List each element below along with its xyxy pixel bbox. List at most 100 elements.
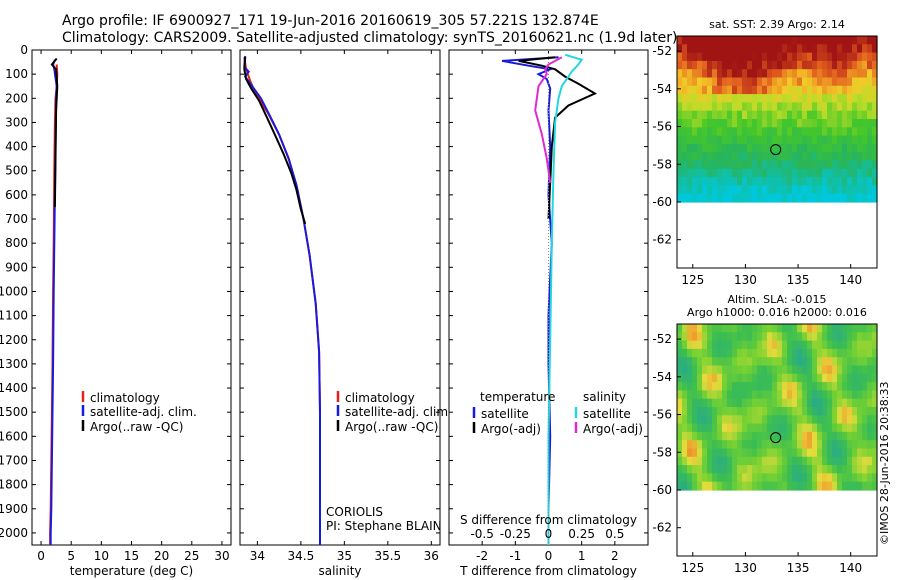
heatmap-cell: [862, 36, 868, 45]
heatmap-cell: [702, 44, 708, 54]
sla_map-ytick-label: -52: [652, 332, 672, 346]
heatmap-cell: [727, 77, 733, 87]
heatmap-cell: [712, 348, 718, 358]
heatmap-cell: [862, 340, 868, 350]
heatmap-cell: [772, 365, 778, 375]
heatmap-cell: [707, 373, 713, 383]
heatmap-cell: [752, 415, 758, 425]
heatmap-cell: [792, 69, 798, 79]
heatmap-cell: [677, 52, 683, 62]
legend-label: Argo(..raw -QC): [345, 420, 438, 434]
heatmap-cell: [767, 456, 773, 466]
heatmap-cell: [857, 440, 863, 450]
heatmap-cell: [707, 324, 713, 333]
heatmap-cell: [817, 332, 823, 342]
heatmap-cell: [752, 440, 758, 450]
heatmap-cell: [762, 160, 768, 170]
heatmap-cell: [702, 110, 708, 120]
heatmap-cell: [732, 85, 738, 95]
heatmap-cell: [677, 102, 683, 112]
heatmap-cell: [772, 415, 778, 425]
heatmap-cell: [852, 193, 858, 203]
heatmap-cell: [782, 185, 788, 195]
heatmap-cell: [732, 168, 738, 178]
heatmap-cell: [822, 448, 828, 458]
heatmap-cell: [762, 324, 768, 333]
heatmap-cell: [787, 77, 793, 87]
heatmap-cell: [767, 465, 773, 474]
heatmap-cell: [807, 382, 813, 391]
heatmap-cell: [817, 185, 823, 195]
heatmap-cell: [782, 177, 788, 186]
heatmap-cell: [712, 102, 718, 112]
heatmap-cell: [822, 193, 828, 203]
heatmap-cell: [862, 193, 868, 203]
heatmap-cell: [802, 85, 808, 95]
heatmap-cell: [837, 60, 843, 70]
heatmap-cell: [797, 185, 803, 195]
heatmap-cell: [697, 365, 703, 375]
heatmap-cell: [867, 348, 873, 358]
heatmap-cell: [847, 127, 853, 137]
heatmap-cell: [812, 94, 818, 103]
heatmap-cell: [772, 177, 778, 186]
heatmap-cell: [837, 481, 843, 491]
heatmap-cell: [742, 398, 748, 408]
heatmap-cell: [847, 177, 853, 186]
heatmap-cell: [677, 365, 683, 375]
heatmap-cell: [857, 473, 863, 483]
heatmap-cell: [817, 44, 823, 54]
heatmap-cell: [702, 60, 708, 70]
heatmap-cell: [727, 390, 733, 400]
heatmap-cell: [702, 36, 708, 45]
heatmap-cell: [812, 431, 818, 441]
heatmap-cell: [697, 52, 703, 62]
heatmap-cell: [697, 324, 703, 333]
heatmap-cell: [802, 152, 808, 162]
heatmap-cell: [847, 448, 853, 458]
heatmap-cell: [847, 168, 853, 178]
heatmap-cell: [827, 332, 833, 342]
heatmap-cell: [817, 382, 823, 391]
heatmap-cell: [822, 465, 828, 474]
heatmap-cell: [702, 473, 708, 483]
heatmap-cell: [767, 152, 773, 162]
heatmap-cell: [702, 390, 708, 400]
heatmap-cell: [792, 423, 798, 433]
heatmap-cell: [827, 448, 833, 458]
heatmap-cell: [867, 332, 873, 342]
heatmap-cell: [827, 69, 833, 79]
heatmap-cell: [867, 365, 873, 375]
heatmap-cell: [867, 456, 873, 466]
annotation-datacentre: CORIOLIS: [326, 505, 383, 519]
heatmap-cell: [707, 52, 713, 62]
heatmap-cell: [782, 102, 788, 112]
heatmap-cell: [797, 69, 803, 79]
heatmap-cell: [737, 357, 743, 367]
heatmap-cell: [872, 390, 878, 400]
heatmap-cell: [802, 423, 808, 433]
heatmap-cell: [767, 177, 773, 186]
heatmap-cell: [712, 465, 718, 474]
heatmap-cell: [817, 473, 823, 483]
heatmap-cell: [772, 52, 778, 62]
heatmap-cell: [807, 357, 813, 367]
heatmap-cell: [777, 94, 783, 103]
heatmap-cell: [767, 168, 773, 178]
heatmap-cell: [822, 127, 828, 137]
heatmap-cell: [677, 143, 683, 153]
heatmap-cell: [832, 448, 838, 458]
heatmap-cell: [792, 185, 798, 195]
heatmap-cell: [732, 373, 738, 383]
heatmap-cell: [782, 481, 788, 491]
heatmap-cell: [862, 423, 868, 433]
salinity-xtick-label: 34: [250, 549, 265, 563]
heatmap-cell: [747, 423, 753, 433]
heatmap-cell: [702, 324, 708, 333]
heatmap-cell: [777, 423, 783, 433]
heatmap-cell: [837, 160, 843, 170]
heatmap-cell: [737, 423, 743, 433]
heatmap-cell: [827, 118, 833, 128]
heatmap-cell: [797, 177, 803, 186]
heatmap-cell: [762, 168, 768, 178]
